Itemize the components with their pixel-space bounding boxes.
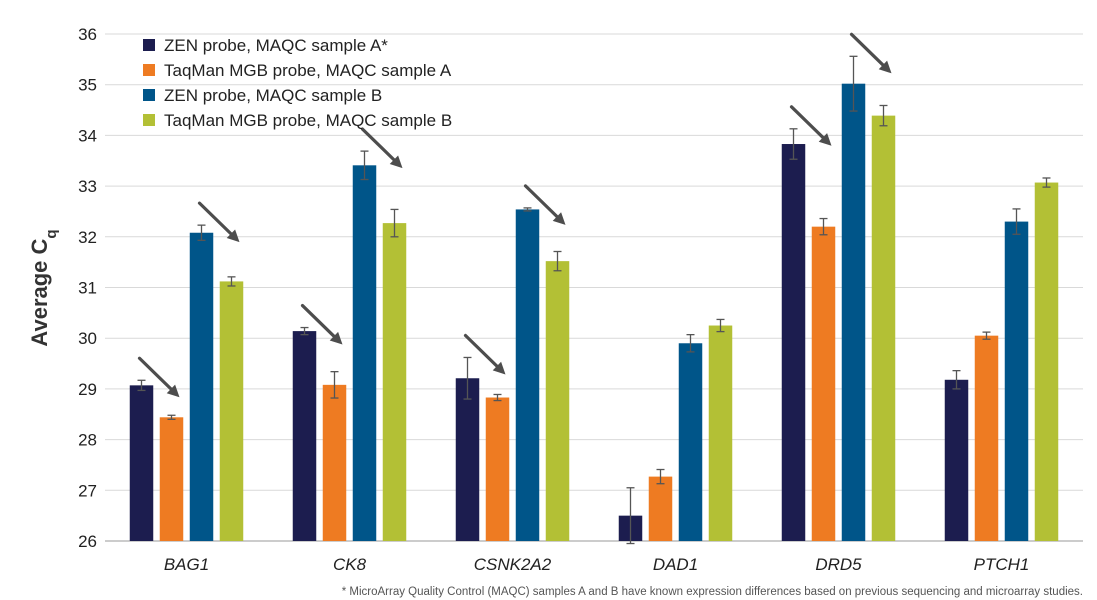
bar	[781, 144, 806, 542]
bar	[382, 223, 407, 541]
legend-swatch	[143, 64, 155, 76]
bar	[1004, 221, 1029, 541]
arrow-annotation	[523, 184, 566, 225]
bar	[678, 343, 703, 541]
error-bar	[523, 207, 532, 212]
bar	[944, 379, 969, 541]
legend-label: ZEN probe, MAQC sample B	[164, 86, 382, 105]
bar	[455, 378, 480, 541]
grid-lines	[105, 33, 1083, 542]
category-label: CSNK2A2	[474, 555, 552, 574]
y-axis-ticks: 26 27 28 29 30 31 32 33 34 35 36	[78, 25, 97, 551]
y-tick-label: 33	[78, 177, 97, 196]
legend-swatch	[143, 39, 155, 51]
y-tick-label: 31	[78, 279, 97, 298]
y-tick-label: 32	[78, 228, 97, 247]
error-bar	[360, 150, 369, 181]
category-label: DAD1	[653, 555, 698, 574]
error-bar	[553, 250, 562, 272]
category-label: DRD5	[815, 555, 862, 574]
bars	[129, 83, 1059, 542]
bar	[219, 281, 244, 541]
bar	[811, 226, 836, 541]
bar	[515, 209, 540, 541]
legend-swatch	[143, 114, 155, 126]
error-bar	[849, 55, 858, 112]
bar	[648, 476, 673, 541]
error-bar	[626, 487, 635, 545]
error-bar	[789, 128, 798, 160]
bar	[485, 397, 510, 541]
bar	[708, 325, 733, 541]
error-bar	[390, 208, 399, 238]
legend-item: ZEN probe, MAQC sample B	[143, 86, 382, 105]
bar	[129, 385, 154, 541]
legend-label: TaqMan MGB probe, MAQC sample B	[164, 111, 452, 130]
bar	[352, 165, 377, 542]
error-bar	[330, 371, 339, 399]
y-tick-label: 34	[78, 126, 97, 145]
bar	[974, 335, 999, 541]
bar	[159, 417, 184, 541]
y-axis-label: Average Cq	[27, 229, 60, 346]
arrow-annotation	[360, 127, 403, 169]
legend: ZEN probe, MAQC sample A* TaqMan MGB prob…	[143, 36, 452, 130]
y-tick-label: 36	[78, 25, 97, 44]
y-tick-label: 35	[78, 76, 97, 95]
error-bar	[137, 379, 146, 392]
error-bar	[1042, 177, 1051, 188]
arrow-annotation	[849, 32, 892, 74]
error-bar	[463, 356, 472, 400]
legend-item: ZEN probe, MAQC sample A*	[143, 36, 388, 55]
error-bar	[819, 217, 828, 236]
bar	[1034, 182, 1059, 541]
error-bar	[686, 334, 695, 353]
legend-label: TaqMan MGB probe, MAQC sample A	[164, 61, 452, 80]
error-bar	[952, 369, 961, 390]
error-bar	[227, 276, 236, 287]
bar	[292, 331, 317, 541]
bar	[322, 384, 347, 541]
x-axis-labels: BAG1 CK8 CSNK2A2 DAD1 DRD5 PTCH1	[164, 555, 1030, 574]
error-bar	[656, 468, 665, 485]
legend-label: ZEN probe, MAQC sample A*	[164, 36, 388, 55]
legend-item: TaqMan MGB probe, MAQC sample A	[143, 61, 452, 80]
bar	[871, 115, 896, 541]
error-bar	[197, 224, 206, 241]
error-bars	[137, 55, 1051, 545]
y-tick-label: 26	[78, 532, 97, 551]
arrow-annotation	[463, 333, 506, 375]
arrow-annotation	[300, 303, 343, 345]
error-bar	[167, 414, 176, 420]
y-axis-label-subscript: q	[43, 229, 60, 238]
footnote: * MicroArray Quality Control (MAQC) samp…	[342, 586, 1083, 598]
category-label: BAG1	[164, 555, 209, 574]
y-tick-label: 30	[78, 329, 97, 348]
y-tick-label: 28	[78, 431, 97, 450]
error-bar	[982, 331, 991, 340]
error-bar	[493, 393, 502, 402]
error-bar	[1012, 208, 1021, 235]
legend-swatch	[143, 89, 155, 101]
bar	[545, 261, 570, 541]
error-bar	[300, 326, 309, 336]
arrow-annotation	[137, 356, 180, 398]
error-bar	[716, 318, 725, 333]
bar	[189, 232, 214, 541]
error-bar	[879, 104, 888, 127]
legend-item: TaqMan MGB probe, MAQC sample B	[143, 111, 452, 130]
y-tick-label: 29	[78, 380, 97, 399]
bar	[841, 83, 866, 541]
category-label: CK8	[333, 555, 367, 574]
arrow-annotation	[789, 105, 832, 146]
category-label: PTCH1	[974, 555, 1030, 574]
arrow-annotation	[197, 201, 240, 243]
y-tick-label: 27	[78, 481, 97, 500]
arrow-annotations	[137, 32, 892, 398]
